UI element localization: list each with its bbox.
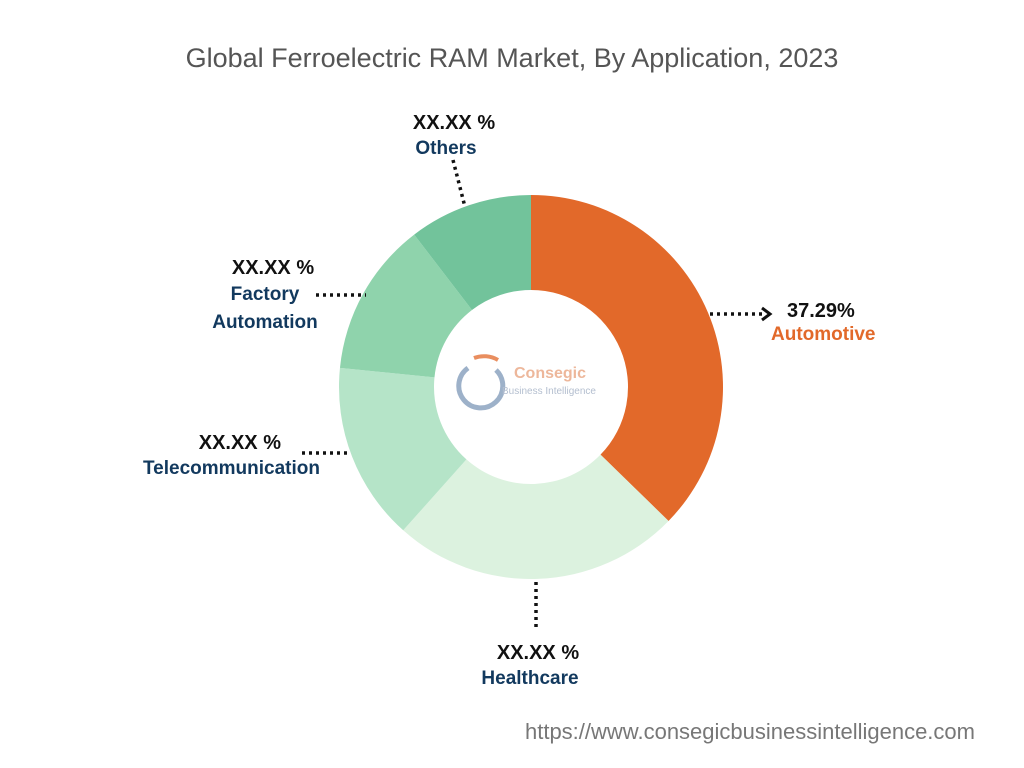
donut: [339, 195, 724, 580]
donut-slice: [339, 367, 467, 531]
donut-slice: [531, 195, 724, 521]
category-label: Telecommunication: [142, 458, 320, 479]
watermark-tagline: Business Intelligence: [502, 386, 596, 397]
leader-line: [451, 159, 467, 208]
category-label: Healthcare: [481, 668, 579, 689]
watermark-name: Consegic: [514, 365, 586, 382]
watermark: Consegic Business Intelligence: [456, 354, 596, 411]
value-label: 37.29%: [787, 300, 855, 322]
donut-slice: [339, 234, 472, 378]
arrow-head: [761, 306, 773, 322]
value-label: XX.XX %: [496, 642, 580, 664]
category-label: Others: [415, 138, 477, 159]
value-label: XX.XX %: [231, 257, 315, 279]
value-label: XX.XX %: [198, 432, 281, 454]
leaders: [302, 159, 773, 628]
donut-slice: [414, 195, 531, 311]
source-url: https://www.consegicbusinessintelligence…: [525, 719, 975, 744]
category-label: Factory Automation: [212, 284, 318, 333]
chart-title: Global Ferroelectric RAM Market, By Appl…: [186, 43, 839, 73]
logo-mark: [456, 365, 506, 411]
value-label: XX.XX %: [412, 112, 496, 134]
donut-slice: [403, 454, 669, 580]
category-label: Automotive: [771, 324, 876, 345]
logo-mark: [473, 354, 500, 362]
